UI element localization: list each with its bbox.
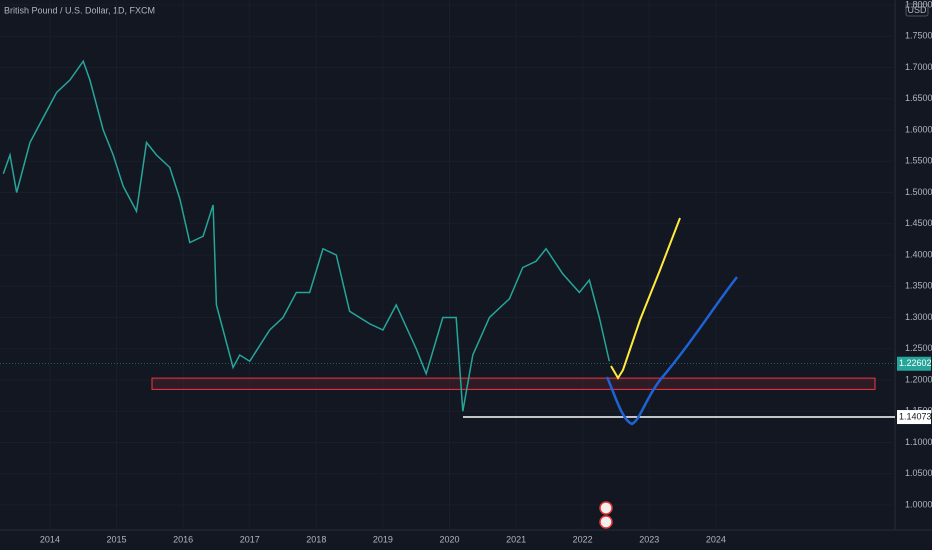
x-tick-label: 2020 bbox=[439, 534, 459, 544]
y-tick-label: 1.70000 bbox=[905, 62, 932, 72]
y-tick-label: 1.75000 bbox=[905, 31, 932, 41]
plot bbox=[0, 59, 895, 418]
y-tick-label: 1.25000 bbox=[905, 343, 932, 353]
price-line bbox=[2, 59, 611, 412]
y-tick-label: 1.50000 bbox=[905, 187, 932, 197]
x-tick-label: 2021 bbox=[506, 534, 526, 544]
y-tick-label: 1.35000 bbox=[905, 281, 932, 291]
last-price-label: 1.22602 bbox=[899, 358, 932, 368]
y-tick-label: 1.55000 bbox=[905, 156, 932, 166]
x-tick-label: 2014 bbox=[40, 534, 60, 544]
support-price-label: 1.14073 bbox=[899, 411, 932, 421]
x-tick-label: 2022 bbox=[573, 534, 593, 544]
y-tick-label: 1.45000 bbox=[905, 218, 932, 228]
y-tick-label: 1.05000 bbox=[905, 468, 932, 478]
x-tick-label: 2024 bbox=[706, 534, 726, 544]
currency-label: USD bbox=[907, 5, 927, 15]
y-tick-label: 1.40000 bbox=[905, 249, 932, 259]
x-tick-label: 2023 bbox=[639, 534, 659, 544]
x-tick-label: 2016 bbox=[173, 534, 193, 544]
y-tick-label: 1.65000 bbox=[905, 93, 932, 103]
drawing-blue bbox=[605, 276, 738, 426]
y-tick-label: 1.00000 bbox=[905, 499, 932, 509]
x-tick-label: 2015 bbox=[107, 534, 127, 544]
y-tick-label: 1.20000 bbox=[905, 374, 932, 384]
price-label-bg bbox=[897, 410, 931, 425]
currency-box bbox=[905, 3, 929, 17]
drawing-yellow bbox=[610, 217, 681, 380]
x-tick-label: 2018 bbox=[306, 534, 326, 544]
event-icon[interactable] bbox=[599, 501, 613, 515]
y-tick-label: 1.60000 bbox=[905, 124, 932, 134]
y-tick-label: 1.30000 bbox=[905, 312, 932, 322]
support-zone bbox=[151, 377, 876, 390]
price-label-bg bbox=[897, 356, 931, 371]
y-tick-label: 1.80000 bbox=[905, 0, 932, 9]
chart-title: British Pound / U.S. Dollar, 1D, FXCM bbox=[4, 5, 155, 15]
x-tick-label: 2019 bbox=[373, 534, 393, 544]
event-icon[interactable] bbox=[599, 515, 613, 529]
y-tick-label: 1.10000 bbox=[905, 437, 932, 447]
x-tick-label: 2017 bbox=[240, 534, 260, 544]
